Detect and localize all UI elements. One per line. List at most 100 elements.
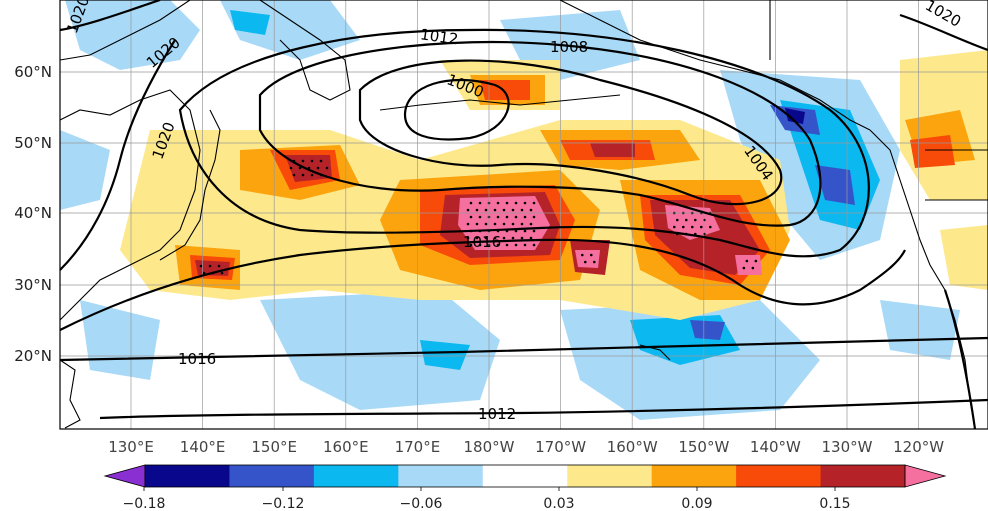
stipple-dot [496, 243, 500, 247]
contour-1000 [403, 78, 510, 141]
longitude-label: 130°W [822, 438, 873, 456]
colorbar-tick-label: 0.15 [819, 496, 850, 511]
stipple-dot [502, 222, 506, 226]
asia-coastline [59, 0, 191, 61]
longitude-label: 120°W [893, 438, 944, 456]
pressure-contours [59, 0, 988, 430]
stipple-dot [684, 218, 688, 222]
stipple-dot [316, 166, 320, 170]
contour-label: 1012 [419, 25, 459, 48]
stipple-dot [493, 236, 497, 240]
japan-coastline [159, 109, 221, 261]
stipple-dot [325, 166, 329, 170]
contour-label: 1016 [463, 233, 501, 251]
longitude-label: 150°W [678, 438, 729, 456]
stipple-dot [289, 166, 293, 170]
stipple-dot [199, 264, 203, 268]
stipple-dot [520, 208, 524, 212]
longitude-labels: 130°E 140°E 150°E 160°E 170°E 180°W 170°W 160°W… [108, 438, 944, 456]
stipple-dot [708, 225, 712, 229]
stipple-dot [690, 225, 694, 229]
longitude-label: 170°W [535, 438, 586, 456]
kamchatka-coastline [259, 0, 351, 101]
stipple-dot [484, 208, 488, 212]
stipple-dot [523, 215, 527, 219]
contour-1020 [59, 0, 161, 32]
map-frame [59, 0, 988, 430]
contour-1012 [178, 28, 870, 258]
contour-1020 [59, 39, 176, 271]
stipple-dot [514, 215, 518, 219]
stipple-dot [523, 243, 527, 247]
stipple-dot [505, 243, 509, 247]
colorbar-bin [145, 465, 230, 487]
gridlines [60, 0, 988, 429]
stipple-dot [466, 236, 470, 240]
colorbar-bin [651, 465, 737, 487]
stipple-dot [469, 201, 473, 205]
stipple-dot [475, 222, 479, 226]
stipple-dot [478, 201, 482, 205]
stipple-dot [493, 208, 497, 212]
contour-1016 [943, 289, 977, 430]
colorbar-bin [567, 465, 653, 487]
stipple-dot [310, 173, 314, 177]
contour-1012 [99, 398, 988, 420]
stipple-dot [475, 236, 479, 240]
stipple-dot [469, 215, 473, 219]
stipple-dot [532, 201, 536, 205]
alaska-coastline [559, 0, 871, 131]
stipple-dot [520, 236, 524, 240]
stipple-dot [310, 159, 314, 163]
longitude-label: 150°E [251, 438, 297, 456]
contour-label: 1012 [478, 405, 516, 423]
stipple-dot [202, 271, 206, 275]
colorbar-tick-label: 0.03 [543, 496, 574, 511]
stipple-dot [466, 222, 470, 226]
stipple-dot [742, 266, 746, 270]
stipple-dot [478, 215, 482, 219]
longitude-label: 130°E [108, 438, 154, 456]
colorbar-extend-min [103, 464, 146, 488]
colorbar-tick-label: −0.12 [262, 496, 305, 511]
stipple-dot [681, 225, 685, 229]
contour-1004 [358, 59, 783, 206]
negative-anomaly-region [60, 130, 110, 210]
latitude-label: 20°N [14, 347, 52, 365]
stipple-dot [592, 260, 596, 264]
stipple-dot [675, 218, 679, 222]
stipple-dot [532, 215, 536, 219]
stipple-dot [217, 264, 221, 268]
latitude-label: 30°N [14, 276, 52, 294]
contour-1016 [59, 238, 906, 331]
stipple-dot [208, 264, 212, 268]
latitude-label: 40°N [14, 204, 52, 222]
stipple-dot [496, 215, 500, 219]
stipple-dot [754, 259, 758, 263]
stipple-dot [514, 229, 518, 233]
negative-anomaly-region [690, 320, 725, 340]
positive-anomaly-region [575, 250, 600, 268]
stipple-dot [514, 243, 518, 247]
stipple-dot [523, 229, 527, 233]
stipple-dot [702, 218, 706, 222]
stipple-dot [301, 173, 305, 177]
colorbar-tick-label: 0.09 [681, 496, 712, 511]
colorbar [103, 464, 947, 488]
stipple-dot [514, 201, 518, 205]
stipple-dot [502, 208, 506, 212]
stipple-dot [751, 266, 755, 270]
latitude-label: 50°N [14, 134, 52, 152]
stipple-dot [466, 208, 470, 212]
stipple-dot [520, 222, 524, 226]
stipple-dot [493, 222, 497, 226]
stipple-dot [589, 253, 593, 257]
philippines-coastline [59, 359, 81, 429]
colorbar-tick-labels: −0.18 −0.12 −0.06 0.03 0.09 0.15 [123, 487, 851, 511]
colorbar-tick-label: −0.18 [123, 496, 166, 511]
aleutian-islands [379, 94, 621, 111]
stipple-dot [672, 225, 676, 229]
contour-1008 [258, 40, 822, 227]
colorbar-bin [229, 465, 315, 487]
